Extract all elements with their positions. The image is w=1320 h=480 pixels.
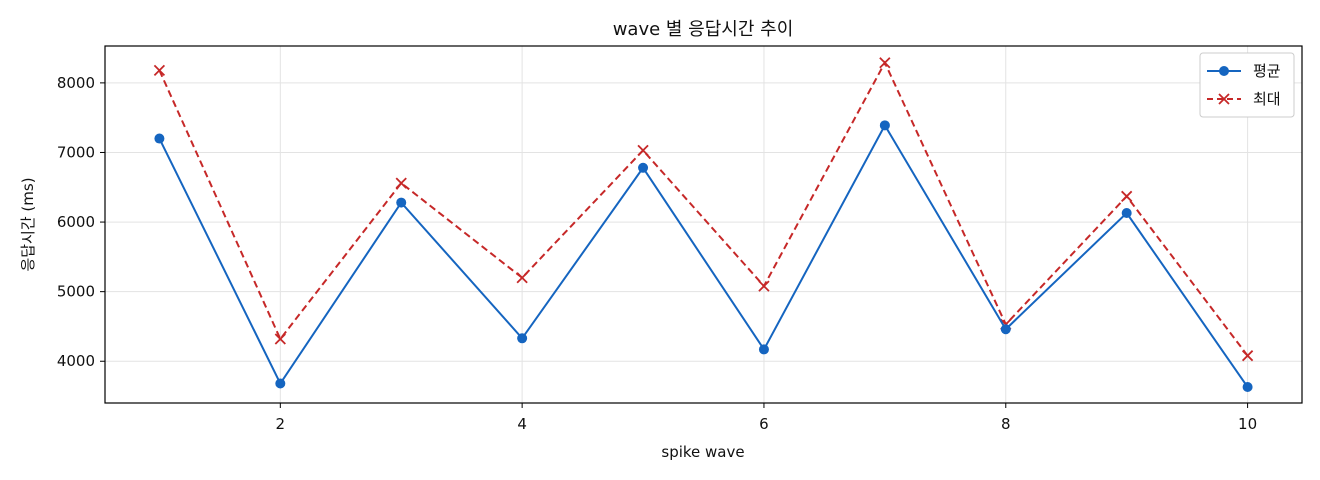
data-point-series-1: [638, 162, 649, 173]
legend-marker-2: [1218, 93, 1230, 105]
axes: 2 4 6 8 10 4000 5000 6000 7000 8000: [57, 74, 1257, 433]
x-axis-label: spike wave: [661, 443, 744, 461]
grid: [105, 46, 1302, 403]
x-marker-stroke: [153, 64, 166, 76]
x-marker-stroke: [637, 144, 649, 157]
x-marker-stroke: [1121, 190, 1133, 202]
legend-marker-1: [1219, 66, 1229, 76]
x-tick-label: 4: [517, 415, 527, 433]
data-point-series-2: [153, 64, 166, 76]
data-point-series-1: [396, 197, 407, 208]
plot-area-frame: [104, 45, 1303, 404]
data-point-series-1: [1000, 324, 1011, 335]
y-tick-label: 5000: [57, 283, 95, 301]
data-point-series-2: [879, 57, 891, 69]
data-point-series-2: [274, 333, 286, 345]
series-line-1: [158, 123, 1249, 388]
x-tick-label: 10: [1238, 415, 1257, 433]
chart-title: wave 별 응답시간 추이: [613, 19, 794, 40]
data-point-series-1: [275, 378, 286, 389]
y-axis-label: 응답시간 (ms): [19, 177, 37, 271]
data-point-series-1: [1121, 208, 1132, 219]
data-point-series-2: [637, 144, 649, 157]
x-marker-stroke: [1241, 350, 1254, 362]
data-point-series-2: [395, 177, 407, 189]
series-line-2: [158, 60, 1249, 357]
x-marker-stroke: [516, 272, 528, 284]
y-tick-label: 7000: [57, 143, 95, 161]
legend-label-1: 평균: [1253, 62, 1281, 80]
y-tick-label: 8000: [57, 74, 95, 92]
series-layer: [153, 57, 1254, 392]
x-marker-stroke: [274, 333, 286, 345]
x-tick-label: 8: [1001, 415, 1011, 433]
data-point-series-1: [517, 333, 528, 344]
y-tick-label: 6000: [57, 213, 95, 231]
data-point-series-2: [758, 280, 770, 292]
x-marker-stroke: [879, 57, 891, 69]
y-tick-label: 4000: [57, 352, 95, 370]
x-marker-stroke: [1218, 93, 1230, 105]
legend-label-2: 최대: [1253, 90, 1281, 108]
data-point-series-1: [1242, 381, 1253, 392]
x-tick-label: 2: [276, 415, 286, 433]
data-point-series-2: [516, 272, 528, 284]
x-tick-label: 6: [759, 415, 769, 433]
x-marker-stroke: [758, 280, 770, 292]
x-marker-stroke: [395, 177, 407, 189]
data-point-series-1: [154, 133, 165, 144]
data-point-series-1: [758, 344, 769, 355]
data-point-series-2: [1241, 350, 1254, 362]
data-point-series-2: [1121, 190, 1133, 202]
data-point-series-1: [879, 120, 890, 131]
